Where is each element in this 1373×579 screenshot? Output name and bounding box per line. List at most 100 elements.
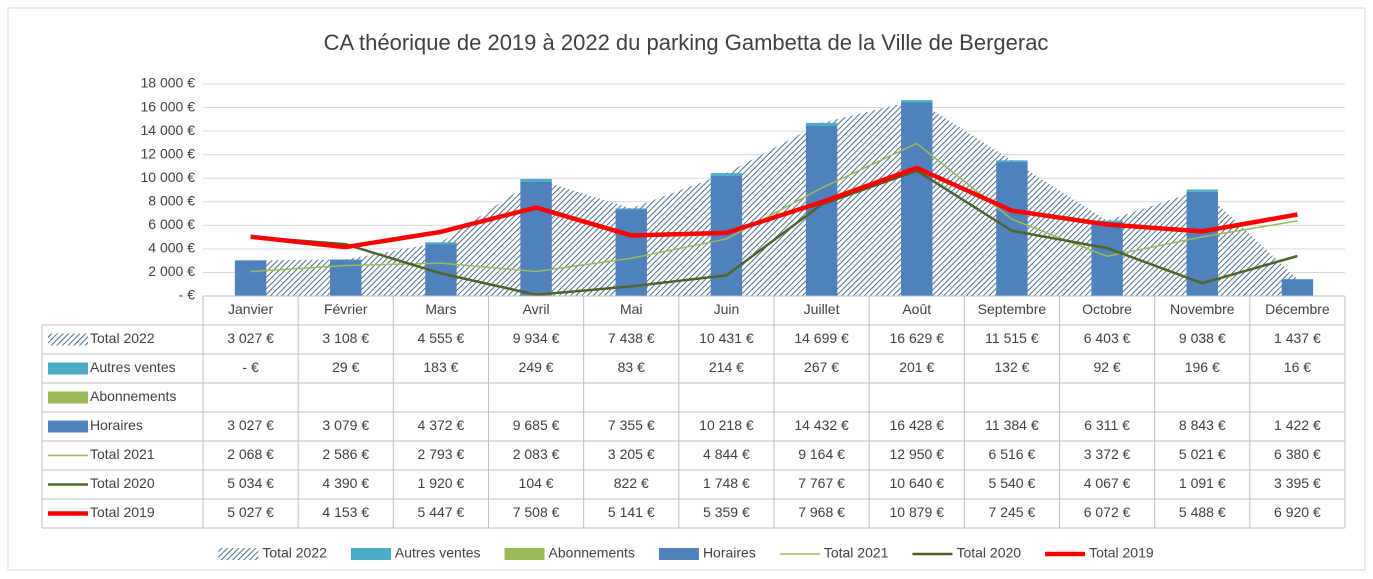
- table-cell: 1 422 €: [1274, 417, 1321, 433]
- area: [250, 100, 1298, 296]
- table-cell: 11 515 €: [985, 330, 1039, 346]
- table-cell: 3 372 €: [1084, 446, 1131, 462]
- table-cell: 267 €: [804, 359, 839, 375]
- table-cell: 4 153 €: [322, 504, 369, 520]
- x-tick-label: Juin: [714, 301, 740, 317]
- bar: [615, 208, 647, 210]
- table-cell: 5 488 €: [1179, 504, 1226, 520]
- legend-label: Horaires: [703, 545, 756, 561]
- table-cell: 29 €: [332, 359, 359, 375]
- x-tick-label: Septembre: [978, 301, 1047, 317]
- legend-label: Abonnements: [549, 545, 635, 561]
- bar: [520, 181, 552, 296]
- table-cell: 4 390 €: [322, 475, 369, 491]
- table-cell: 9 038 €: [1179, 330, 1226, 346]
- table-cell: 16 629 €: [890, 330, 945, 346]
- x-tick-label: Novembre: [1170, 301, 1235, 317]
- legend-label: Autres ventes: [395, 545, 481, 561]
- table-cell: 6 311 €: [1084, 417, 1130, 433]
- table-legend-key: [48, 333, 88, 346]
- table-cell: 6 380 €: [1274, 446, 1321, 462]
- table-cell: 1 437 €: [1274, 330, 1321, 346]
- x-tick-label: Avril: [523, 301, 550, 317]
- table-cell: 183 €: [423, 359, 458, 375]
- table-cell: 5 021 €: [1179, 446, 1226, 462]
- x-tick-label: Décembre: [1265, 301, 1330, 317]
- table-cell: 10 218 €: [699, 417, 754, 433]
- bar: [1091, 221, 1123, 296]
- bar: [710, 173, 743, 176]
- table-row-label: Total 2022: [90, 330, 155, 346]
- y-tick-label: 8 000 €: [148, 192, 195, 208]
- table-cell: 9 934 €: [513, 330, 560, 346]
- bar: [710, 175, 743, 296]
- table-cell: 214 €: [709, 359, 744, 375]
- table-cell: 14 432 €: [794, 417, 849, 433]
- table-legend-key: [48, 362, 88, 375]
- table-cell: 10 640 €: [890, 475, 945, 491]
- table-cell: 10 431 €: [699, 330, 754, 346]
- y-tick-label: 12 000 €: [141, 145, 196, 161]
- table-cell: 3 027 €: [227, 330, 274, 346]
- table-cell: 2 068 €: [227, 446, 274, 462]
- table-legend-key: [48, 391, 88, 404]
- table-cell: 5 034 €: [227, 475, 274, 491]
- table-cell: 7 767 €: [798, 475, 845, 491]
- legend-label: Total 2019: [1089, 545, 1154, 561]
- plot-area: [234, 100, 1314, 297]
- x-tick-label: Février: [324, 301, 368, 317]
- bar: [520, 178, 552, 182]
- table-cell: 822 €: [614, 475, 649, 491]
- table-cell: 16 €: [1284, 359, 1311, 375]
- table-cell: 2 586 €: [322, 446, 369, 462]
- table-cell: 9 685 €: [513, 417, 560, 433]
- bar: [1281, 279, 1314, 296]
- table-cell: 6 516 €: [989, 446, 1036, 462]
- table-cell: 3 027 €: [227, 417, 274, 433]
- table-row-label: Horaires: [90, 417, 143, 433]
- legend-label: Total 2021: [824, 545, 889, 561]
- bar: [615, 209, 647, 296]
- x-tick-label: Août: [902, 301, 931, 317]
- table-cell: 5 540 €: [989, 475, 1036, 491]
- bar: [425, 242, 457, 245]
- bar: [901, 100, 933, 103]
- line: [250, 169, 1298, 297]
- table-cell: 4 555 €: [418, 330, 465, 346]
- table-cell: 1 920 €: [418, 475, 465, 491]
- table-cell: 3 079 €: [322, 417, 369, 433]
- bar: [805, 126, 838, 297]
- y-tick-label: 2 000 €: [148, 263, 195, 279]
- table-cell: 1 748 €: [703, 475, 750, 491]
- y-tick-label: 18 000 €: [141, 75, 196, 91]
- table-cell: 2 793 €: [418, 446, 465, 462]
- table-cell: 7 508 €: [513, 504, 560, 520]
- table-cell: 5 027 €: [227, 504, 274, 520]
- legend-label: Total 2020: [956, 545, 1021, 561]
- chart-title: CA théorique de 2019 à 2022 du parking G…: [324, 30, 1049, 55]
- y-tick-label: 10 000 €: [141, 169, 196, 185]
- table-cell: 4 372 €: [418, 417, 465, 433]
- table-cell: 6 920 €: [1274, 504, 1321, 520]
- table-cell: 3 205 €: [608, 446, 655, 462]
- bar: [1091, 220, 1123, 222]
- table-cell: 9 164 €: [798, 446, 845, 462]
- table-cell: 5 141 €: [608, 504, 655, 520]
- table-legend-key: [48, 420, 88, 433]
- bar: [234, 260, 267, 296]
- line: [250, 165, 1298, 250]
- table-cell: 7 245 €: [989, 504, 1036, 520]
- table-cell: 132 €: [994, 359, 1029, 375]
- table-row-label: Autres ventes: [90, 359, 176, 375]
- table-cell: 201 €: [899, 359, 934, 375]
- x-tick-label: Mars: [425, 301, 456, 317]
- table-cell: 5 359 €: [703, 504, 750, 520]
- table-cell: 6 403 €: [1084, 330, 1131, 346]
- legend-key: [658, 548, 699, 560]
- y-tick-label: 4 000 €: [148, 240, 195, 256]
- table-cell: 6 072 €: [1084, 504, 1131, 520]
- table-cell: 92 €: [1093, 359, 1120, 375]
- table-cell: 7 438 €: [608, 330, 655, 346]
- bar: [805, 122, 838, 127]
